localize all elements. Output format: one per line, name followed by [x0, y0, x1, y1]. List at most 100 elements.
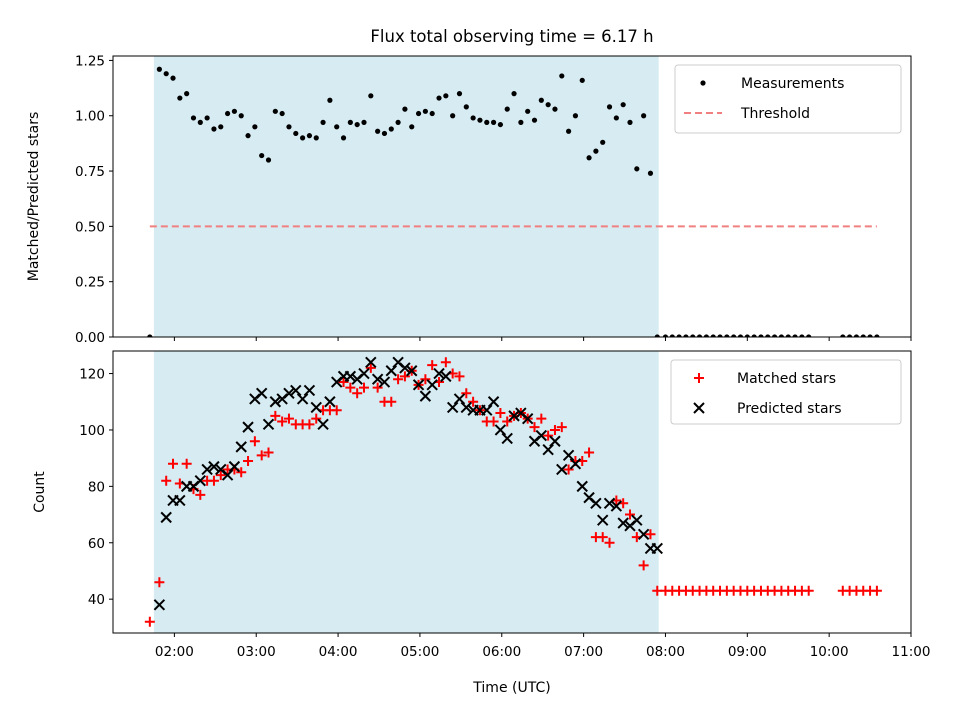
measurement-point [443, 93, 449, 99]
measurement-point [197, 119, 203, 125]
measurement-point [662, 334, 669, 337]
matched-star-point [624, 509, 635, 520]
matched-star-point [263, 447, 274, 458]
predicted-star-point [433, 367, 445, 380]
measurement-point [409, 124, 415, 130]
measurement-point [211, 126, 217, 132]
matched-star-point [604, 537, 615, 548]
matched-star-point [563, 464, 574, 475]
measurement-point [683, 334, 689, 337]
predicted-star-point [426, 379, 438, 391]
matched-star-point [372, 382, 383, 393]
measurement-point [853, 334, 860, 337]
predicted-star-point [255, 387, 268, 400]
measurement-point [606, 104, 613, 110]
measurement-point [600, 139, 606, 145]
predicted-star-point [494, 424, 507, 436]
measurement-point [381, 130, 388, 137]
matched-star-point [352, 388, 363, 399]
predicted-star-point [453, 393, 466, 405]
measurement-point [737, 334, 744, 337]
legend-measurement-swatch [700, 80, 706, 86]
predicted-star-point [317, 418, 329, 431]
legend-box [670, 359, 902, 425]
predicted-star-point [228, 460, 241, 473]
x-tick-label: 05:00 [400, 644, 439, 660]
matched-star-point [871, 585, 882, 596]
measurement-point [272, 108, 278, 114]
measurement-point [518, 119, 524, 125]
measurement-point [634, 166, 640, 172]
measurement-point [170, 75, 176, 81]
legend-matched-swatch [694, 373, 704, 383]
predicted-star-point [631, 514, 643, 526]
measurement-point [690, 334, 696, 337]
measurement-point [470, 115, 476, 121]
x-tick-label: 06:00 [482, 644, 521, 660]
legend: Measurements Threshold [674, 64, 902, 134]
predicted-star-point [651, 542, 663, 555]
matched-star-point [597, 532, 608, 543]
legend-label: Measurements [741, 76, 844, 92]
predicted-star-point [446, 401, 459, 414]
predicted-star-point [262, 418, 275, 431]
matched-star-point [495, 408, 506, 419]
predicted-star-point [590, 497, 602, 509]
measurement-point [724, 334, 730, 337]
plot-series-group [144, 356, 882, 627]
measurement-point [758, 334, 764, 337]
x-tick-label: 08:00 [646, 644, 685, 660]
predicted-star-point [242, 421, 254, 433]
measurement-point [531, 117, 538, 123]
predicted-star-point [576, 480, 588, 493]
predicted-star-point [324, 396, 336, 408]
x-tick-label: 10:00 [810, 644, 849, 660]
predicted-star-point [221, 469, 234, 481]
predicted-star-point [637, 528, 650, 541]
matched-star-point [365, 362, 376, 373]
matched-star-point [243, 455, 254, 466]
matched-star-point [161, 475, 172, 486]
measurement-point [259, 152, 265, 159]
predicted-star-point [406, 365, 418, 377]
y-tick-label: 120 [79, 367, 105, 383]
measurement-point [867, 334, 873, 337]
matched-star-point [584, 447, 595, 458]
predicted-star-point [501, 432, 513, 445]
matched-star-point [208, 475, 219, 486]
matched-star-point [236, 467, 247, 478]
matched-star-point [215, 470, 226, 481]
matched-star-point [331, 405, 342, 416]
measurement-point [354, 121, 360, 128]
predicted-star-point [597, 514, 609, 526]
top-plot-ratio: 0.00 0.25 0.50 0.75 1.00 1.25 Matched/Predicte… [26, 53, 912, 346]
measurement-point [799, 334, 805, 337]
measurement-point [238, 113, 244, 119]
matched-star-point [454, 371, 465, 382]
predicted-star-point [283, 387, 295, 400]
measurement-point [327, 97, 333, 103]
matched-star-point [283, 413, 294, 424]
measurement-point [347, 119, 353, 125]
matched-star-point [645, 529, 656, 540]
measurement-point [395, 119, 401, 125]
matched-star-point [393, 374, 404, 385]
measurement-point [429, 110, 435, 117]
measurement-point [717, 334, 723, 337]
predicted-star-point [440, 370, 452, 383]
predicted-star-point [521, 412, 534, 425]
predicted-star-point [481, 404, 493, 416]
predicted-star-point [617, 517, 629, 529]
legend-predicted-swatch [693, 402, 705, 414]
plot-frame [112, 55, 912, 338]
predicted-star-point [174, 494, 186, 507]
predicted-star-point [556, 463, 568, 476]
measurement-point [477, 117, 483, 123]
measurement-point [388, 126, 394, 132]
measurement-point [586, 155, 592, 161]
measurement-point [840, 334, 846, 337]
matched-star-point [249, 436, 260, 447]
measurement-point [368, 93, 374, 99]
legend-label: Predicted stars [737, 401, 842, 417]
